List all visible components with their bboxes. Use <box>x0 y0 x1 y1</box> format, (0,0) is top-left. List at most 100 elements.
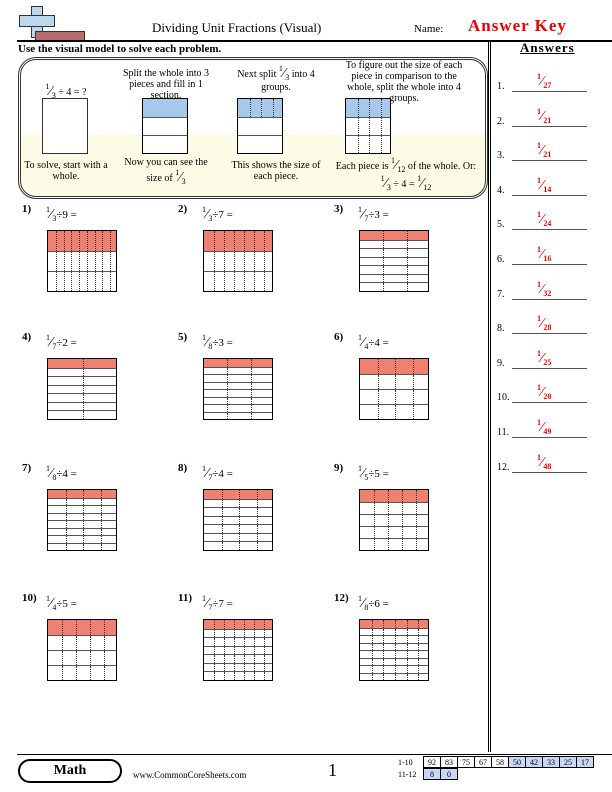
grid-row <box>360 650 428 658</box>
fraction-grid <box>47 489 117 551</box>
grid-divider <box>418 628 420 635</box>
grid-divider <box>249 99 251 117</box>
grid-row <box>204 359 272 367</box>
grid-divider <box>221 516 223 525</box>
grid-divider <box>383 673 385 680</box>
answer-line: 5. 1⁄24 <box>497 200 587 231</box>
grid-row <box>360 359 428 374</box>
grid-divider <box>221 525 223 533</box>
fraction-grid <box>47 619 117 681</box>
grid-divider <box>100 498 102 505</box>
grid-divider <box>214 620 215 629</box>
grid-divider <box>83 506 84 513</box>
grid-divider <box>244 672 245 680</box>
grid-divider <box>406 283 408 291</box>
grid-divider <box>90 620 91 635</box>
grid-divider <box>221 533 223 542</box>
answer-number: 11. <box>497 427 510 438</box>
grid-divider <box>102 231 104 251</box>
score-label: 1-10 <box>398 758 413 767</box>
grid-divider <box>388 515 389 526</box>
grid-row <box>48 665 116 680</box>
grid-divider <box>250 390 252 397</box>
grid-divider <box>374 490 375 502</box>
grid-divider <box>250 359 252 367</box>
grid-divider <box>224 638 225 646</box>
answer-line: 7. 1⁄32 <box>497 270 587 300</box>
score-cell: 17 <box>576 756 594 768</box>
grid-divider <box>214 272 215 291</box>
grid-divider <box>221 490 223 499</box>
grid-divider <box>264 231 265 251</box>
score-cell: 92 <box>423 756 441 768</box>
grid-divider <box>94 272 96 291</box>
grid-row <box>204 411 272 419</box>
grid-divider <box>104 651 105 665</box>
grid-row <box>204 628 272 638</box>
grid-divider <box>412 405 414 419</box>
grid-divider <box>62 651 63 665</box>
grid-divider <box>383 643 385 650</box>
grid-row <box>48 376 116 385</box>
grid-row <box>360 657 428 665</box>
grid-divider <box>239 516 240 525</box>
grid-row <box>204 532 272 542</box>
grid-row <box>360 404 428 419</box>
grid-divider <box>402 515 403 526</box>
grid-divider <box>256 542 258 550</box>
grid-divider <box>395 673 396 680</box>
problem-number: 2) <box>178 203 188 215</box>
name-value: Answer Key <box>468 16 567 35</box>
grid-divider <box>406 257 408 266</box>
grid-divider <box>416 490 417 502</box>
fraction-grid <box>203 619 273 681</box>
answer-value: 1⁄21 <box>537 106 552 125</box>
step4-text: To figure out the size of each piece in … <box>345 60 463 104</box>
grid-divider <box>90 666 91 680</box>
grid-row <box>48 401 116 411</box>
grid-row <box>143 99 187 117</box>
grid-row <box>360 635 428 643</box>
grid-row <box>360 374 428 389</box>
grid-divider <box>62 636 63 650</box>
grid-row <box>48 635 116 650</box>
grid-divider <box>234 252 235 271</box>
caption-3: This shows the size of each piece. <box>231 160 321 182</box>
grid-divider <box>406 231 408 240</box>
grid-divider <box>100 536 102 543</box>
grid-divider <box>250 397 252 404</box>
problem-number: 9) <box>334 462 344 474</box>
grid-divider <box>406 673 408 680</box>
grid-row <box>360 620 428 628</box>
grid-divider <box>63 272 65 291</box>
grid-divider <box>256 508 258 516</box>
answer-number: 9. <box>497 357 505 369</box>
grid-divider <box>418 666 420 673</box>
grid-divider <box>244 638 245 646</box>
grid-row <box>204 381 272 389</box>
grid-row <box>143 117 187 135</box>
grid-divider <box>406 274 408 283</box>
grid-divider <box>383 636 385 643</box>
grid-row <box>360 538 428 550</box>
grid-divider <box>227 367 229 374</box>
answer-value: 1⁄27 <box>537 72 552 90</box>
grid-divider <box>406 651 408 658</box>
grid-divider <box>383 651 385 658</box>
fraction-grid <box>237 98 283 154</box>
grid-divider <box>357 118 359 135</box>
grid-divider <box>256 516 258 525</box>
grid-divider <box>234 646 235 655</box>
grid-divider <box>224 620 225 629</box>
grid-divider <box>406 666 408 673</box>
answer-number: 7. <box>497 288 505 300</box>
answer-value: 1⁄21 <box>537 141 552 160</box>
step3-text: Next split 1⁄3 into 4 groups. <box>237 64 315 93</box>
grid-divider <box>244 655 245 663</box>
grid-divider <box>371 636 373 643</box>
grid-divider <box>377 390 379 404</box>
grid-divider <box>371 628 373 635</box>
grid-divider <box>214 231 215 251</box>
grid-divider <box>254 672 255 680</box>
problem-expression: 1⁄7÷4 = <box>202 464 233 482</box>
